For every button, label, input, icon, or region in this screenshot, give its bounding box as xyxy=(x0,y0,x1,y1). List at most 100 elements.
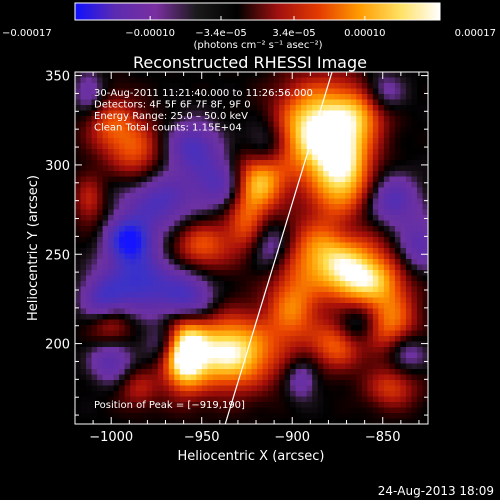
heatmap-cell xyxy=(157,242,164,249)
heatmap-cell xyxy=(119,127,126,134)
heatmap-cell xyxy=(328,121,335,128)
heatmap-cell xyxy=(212,132,220,139)
heatmap-cell xyxy=(234,286,242,293)
heatmap-cell xyxy=(323,297,330,304)
heatmap-cell xyxy=(257,248,264,255)
heatmap-cell xyxy=(416,330,424,337)
heatmap-cell xyxy=(108,363,115,370)
heatmap-cell xyxy=(345,264,352,271)
heatmap-cell xyxy=(108,171,115,178)
heatmap-cell xyxy=(141,281,148,288)
heatmap-cell xyxy=(306,407,313,414)
heatmap-cell xyxy=(323,160,330,167)
heatmap-cell xyxy=(312,248,319,255)
heatmap-cell xyxy=(301,253,308,260)
heatmap-cell xyxy=(317,83,324,90)
heatmap-cell xyxy=(361,105,368,112)
heatmap-cell xyxy=(124,99,131,106)
heatmap-cell xyxy=(350,363,357,370)
heatmap-cell xyxy=(234,352,242,359)
heatmap-cell xyxy=(328,385,335,392)
heatmap-cell xyxy=(234,281,242,288)
heatmap-cell xyxy=(295,226,302,233)
heatmap-cell xyxy=(135,330,142,337)
heatmap-cell xyxy=(400,121,407,128)
heatmap-cell xyxy=(279,209,286,216)
heatmap-cell xyxy=(240,286,247,293)
heatmap-cell xyxy=(295,407,302,414)
heatmap-cell xyxy=(179,176,186,183)
heatmap-cell xyxy=(168,160,175,167)
heatmap-cell xyxy=(334,94,341,101)
heatmap-cell xyxy=(240,88,247,95)
heatmap-cell xyxy=(212,88,220,95)
heatmap-cell xyxy=(97,352,104,359)
heatmap-cell xyxy=(317,187,324,194)
heatmap-cell xyxy=(108,385,115,392)
heatmap-cell xyxy=(135,226,142,233)
heatmap-cell xyxy=(268,220,275,227)
heatmap-cell xyxy=(411,215,418,222)
heatmap-cell xyxy=(124,336,131,343)
heatmap-cell xyxy=(284,358,291,365)
heatmap-cell xyxy=(422,270,428,277)
heatmap-cell xyxy=(86,341,93,348)
heatmap-cell xyxy=(168,127,175,134)
heatmap-cell xyxy=(168,226,175,233)
heatmap-cell xyxy=(268,187,275,194)
heatmap-cell xyxy=(157,154,164,161)
heatmap-cell xyxy=(306,281,313,288)
heatmap-cell xyxy=(328,154,335,161)
heatmap-cell xyxy=(163,402,170,409)
heatmap-cell xyxy=(185,149,192,156)
heatmap-cell xyxy=(108,165,115,172)
heatmap-cell xyxy=(279,242,286,249)
heatmap-cell xyxy=(245,369,253,376)
heatmap-cell xyxy=(185,325,192,332)
heatmap-cell xyxy=(218,259,225,266)
heatmap-cell xyxy=(301,77,308,84)
heatmap-cell xyxy=(91,407,98,414)
heatmap-cell xyxy=(279,88,286,95)
heatmap-cell xyxy=(240,110,247,117)
heatmap-cell xyxy=(91,160,98,167)
heatmap-cell xyxy=(229,385,236,392)
heatmap-cell xyxy=(257,149,264,156)
heatmap-cell xyxy=(284,314,291,321)
heatmap-cell xyxy=(163,253,170,260)
heatmap-cell xyxy=(262,347,269,354)
heatmap-cell xyxy=(334,121,341,128)
heatmap-cell xyxy=(317,226,324,233)
heatmap-cell xyxy=(350,303,357,310)
heatmap-cell xyxy=(306,297,313,304)
heatmap-cell xyxy=(306,226,313,233)
heatmap-cell xyxy=(223,330,231,337)
heatmap-cell xyxy=(306,341,313,348)
heatmap-cell xyxy=(367,226,374,233)
heatmap-cell xyxy=(328,264,335,271)
heatmap-cell xyxy=(190,127,197,134)
heatmap-cell xyxy=(350,259,357,266)
heatmap-cell xyxy=(152,253,159,260)
heatmap-cell xyxy=(345,336,352,343)
heatmap-cell xyxy=(174,149,181,156)
heatmap-cell xyxy=(378,226,385,233)
heatmap-cell xyxy=(361,127,368,134)
heatmap-cell xyxy=(146,94,153,101)
heatmap-cell xyxy=(229,270,236,277)
heatmap-cell xyxy=(135,391,142,398)
heatmap-cell xyxy=(108,396,115,403)
heatmap-cell xyxy=(306,259,313,266)
heatmap-cell xyxy=(174,215,181,222)
heatmap-cell xyxy=(124,352,131,359)
heatmap-cell xyxy=(405,336,413,343)
heatmap-cell xyxy=(91,248,98,255)
heatmap-cell xyxy=(367,358,374,365)
heatmap-cell xyxy=(405,314,413,321)
heatmap-cell xyxy=(86,105,93,112)
heatmap-cell xyxy=(179,116,186,123)
heatmap-cell xyxy=(124,270,131,277)
heatmap-cell xyxy=(339,270,346,277)
heatmap-cell xyxy=(345,160,352,167)
heatmap-cell xyxy=(190,160,197,167)
